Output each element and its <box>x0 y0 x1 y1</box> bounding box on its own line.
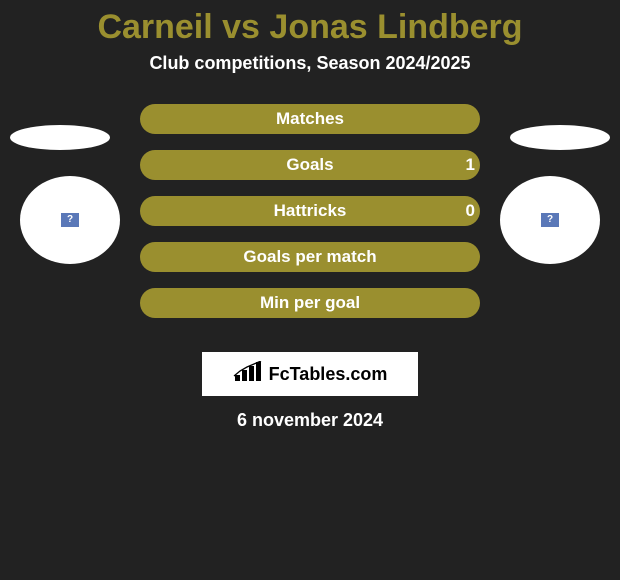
stat-row: Goals 1 <box>0 150 620 180</box>
stat-label: Goals per match <box>140 247 480 267</box>
bar-chart-icon <box>233 361 263 388</box>
stat-value-right: 0 <box>466 201 475 221</box>
stat-row: Matches <box>0 104 620 134</box>
stat-label: Goals <box>140 155 480 175</box>
stat-label: Hattricks <box>140 201 480 221</box>
stat-value-right: 1 <box>466 155 475 175</box>
stat-label: Matches <box>140 109 480 129</box>
stat-row: Goals per match <box>0 242 620 272</box>
stats-section: Matches Goals 1 Hattricks 0 Goals per ma… <box>0 104 620 318</box>
page-title: Carneil vs Jonas Lindberg <box>0 0 620 47</box>
stat-row: Min per goal <box>0 288 620 318</box>
date: 6 november 2024 <box>0 410 620 431</box>
comparison-infographic: Carneil vs Jonas Lindberg Club competiti… <box>0 0 620 580</box>
subtitle: Club competitions, Season 2024/2025 <box>0 53 620 74</box>
stat-row: Hattricks 0 <box>0 196 620 226</box>
logo: FcTables.com <box>202 352 418 396</box>
stat-label: Min per goal <box>140 293 480 313</box>
logo-text: FcTables.com <box>269 364 388 385</box>
